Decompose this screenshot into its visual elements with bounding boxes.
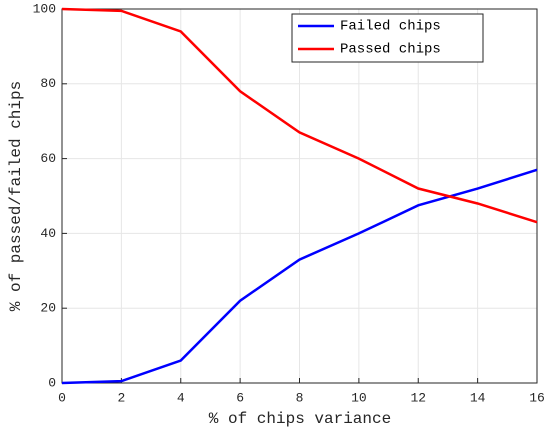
- y-tick-label: 20: [40, 301, 56, 316]
- line: [61, 7, 538, 224]
- legend-box: [291, 13, 484, 63]
- y-tick-label: 0: [48, 375, 56, 390]
- y-tick-label: 60: [40, 151, 56, 166]
- x-axis-label: % of chips variance: [209, 410, 391, 428]
- legend-label: Failed chips: [340, 19, 441, 35]
- legend-label: Passed chips: [340, 42, 441, 58]
- x-tick-label: 4: [177, 390, 185, 405]
- y-axis-label: % of passed/failed chips: [7, 81, 25, 311]
- x-tick-label: 6: [236, 390, 244, 405]
- x-tick-label: 10: [351, 390, 367, 405]
- x-tick-label: 14: [470, 390, 486, 405]
- x-tick-label: 16: [529, 390, 545, 405]
- x-tick-label: 2: [117, 390, 125, 405]
- y-tick-label: 40: [40, 226, 56, 241]
- plot-frame: [61, 8, 538, 384]
- x-tick-label: 8: [296, 390, 304, 405]
- x-tick-label: 12: [410, 390, 426, 405]
- x-tick-label: 0: [58, 390, 66, 405]
- y-tick-label: 100: [33, 1, 56, 16]
- line: [61, 168, 538, 385]
- y-tick-label: 80: [40, 76, 56, 91]
